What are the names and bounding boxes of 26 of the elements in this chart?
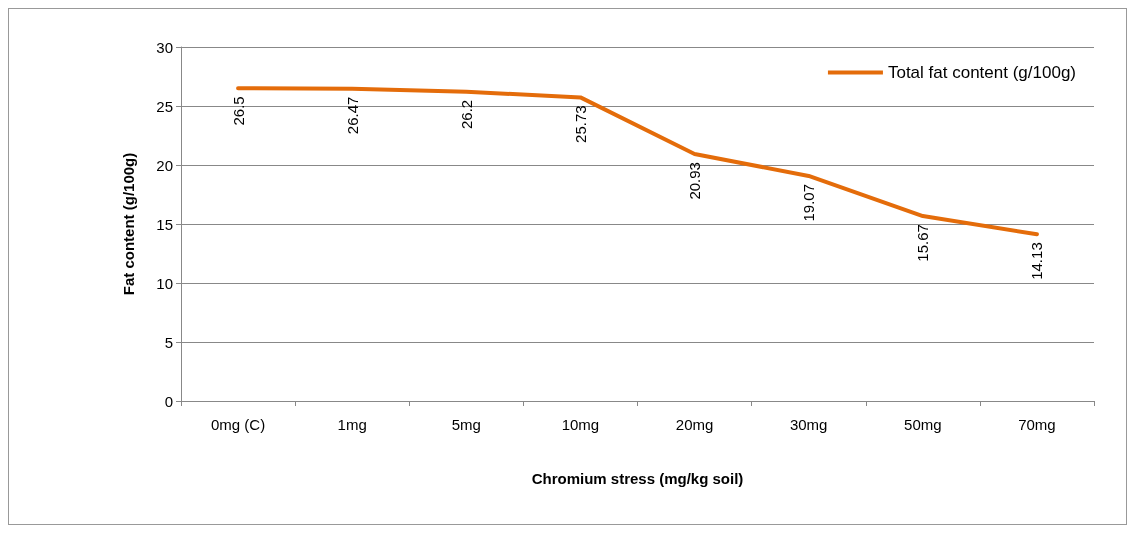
x-tick-label: 50mg — [904, 416, 942, 433]
data-label: 26.5 — [229, 96, 247, 126]
x-tick-label: 20mg — [675, 416, 714, 433]
x-tick-label: 0mg (C) — [210, 416, 266, 433]
y-axis-title: Fat content (g/100g) — [120, 152, 137, 296]
x-tick-label: 10mg — [561, 416, 600, 433]
x-tick-label: 1mg — [337, 416, 367, 433]
data-label: 15.67 — [914, 224, 932, 262]
data-label: 19.07 — [800, 183, 818, 222]
data-label: 26.47 — [343, 96, 361, 135]
data-label: 20.93 — [686, 162, 704, 200]
y-tick-label: 0 — [164, 392, 173, 410]
data-label: 14.13 — [1028, 242, 1046, 280]
data-label: 26.2 — [457, 99, 475, 130]
y-tick-label: 10 — [156, 274, 173, 292]
y-tick-label: 25 — [156, 97, 173, 115]
y-tick-label: 5 — [164, 333, 173, 351]
x-tick-label: 5mg — [451, 416, 481, 433]
y-tick-label: 15 — [156, 215, 173, 233]
data-label: 25.73 — [571, 105, 589, 143]
legend-label: Total fat content (g/100g) — [887, 63, 1076, 82]
y-tick-label: 30 — [156, 38, 173, 56]
x-tick-label: 70mg — [1018, 416, 1056, 433]
y-tick-label: 20 — [156, 156, 173, 174]
x-axis-title: Chromium stress (mg/kg soil) — [531, 470, 744, 487]
x-tick-label: 30mg — [789, 416, 828, 433]
